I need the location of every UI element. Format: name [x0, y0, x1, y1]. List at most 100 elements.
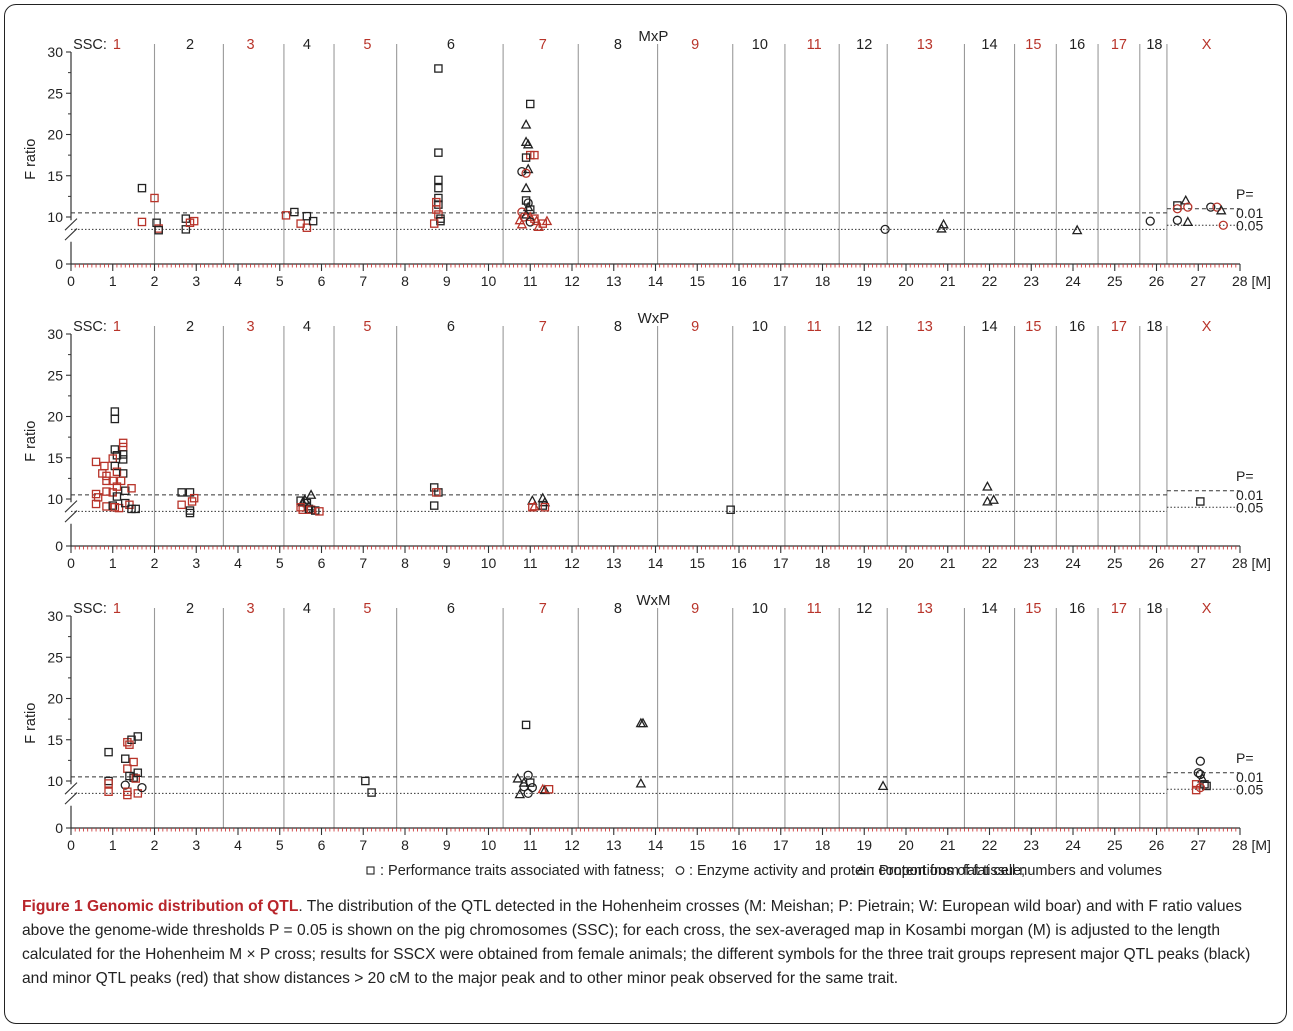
- chromosome-label: 1: [113, 37, 121, 53]
- threshold-label: 0.01: [1236, 205, 1263, 221]
- x-tick-label: 27: [1190, 273, 1206, 289]
- x-tick-label: 17: [773, 555, 789, 571]
- threshold-header: P=: [1236, 468, 1254, 484]
- qtl-point-square: [281, 211, 291, 220]
- qtl-point-square: [434, 148, 443, 157]
- qtl-point-triangle: [1215, 204, 1227, 215]
- qtl-point-circle: [523, 198, 533, 208]
- chromosome-label: 2: [186, 319, 194, 335]
- chromosome-label: X: [1202, 319, 1212, 335]
- qtl-point-square: [104, 779, 113, 788]
- chromosome-label: 2: [186, 601, 194, 617]
- x-tick-label: 16: [731, 555, 747, 571]
- qtl-point-circle: [523, 770, 533, 780]
- x-tick-label: 27: [1190, 555, 1206, 571]
- qtl-point-square: [114, 503, 124, 513]
- chromosome-label: 2: [186, 37, 194, 53]
- qtl-point-square: [102, 471, 111, 481]
- legend-triangle-icon: [856, 865, 866, 875]
- x-unit-label: 28 [M]: [1232, 555, 1271, 571]
- x-tick-label: 0: [67, 273, 75, 289]
- chromosome-label: 11: [807, 319, 822, 335]
- y-tick-label: 10: [47, 491, 63, 507]
- qtl-point-circle: [1218, 220, 1228, 230]
- x-tick-label: 18: [815, 555, 831, 571]
- qtl-point-square: [110, 407, 120, 416]
- qtl-point-square: [104, 747, 113, 757]
- x-tick-label: 9: [443, 273, 451, 289]
- qtl-point-triangle: [877, 780, 889, 790]
- qtl-point-square: [526, 778, 535, 787]
- qtl-point-circle: [1172, 204, 1183, 214]
- qtl-point-triangle: [988, 494, 999, 504]
- qtl-point-square: [118, 455, 128, 464]
- chromosome-label: 17: [1111, 319, 1127, 335]
- chromosome-label: 17: [1111, 37, 1127, 53]
- x-tick-label: 22: [982, 555, 998, 571]
- qtl-point-square: [726, 505, 735, 514]
- chromosome-label: 13: [917, 319, 933, 335]
- qtl-point-triangle: [516, 218, 528, 229]
- axis-break: [64, 782, 78, 795]
- threshold-label: 0.05: [1236, 499, 1263, 515]
- x-tick-label: 16: [731, 273, 747, 289]
- qtl-point-square: [544, 785, 554, 794]
- threshold-label: 0.01: [1236, 769, 1263, 785]
- chromosome-label: 6: [447, 37, 455, 53]
- x-tick-label: 8: [401, 273, 409, 289]
- x-tick-label: 23: [1023, 273, 1039, 289]
- qtl-point-square: [154, 225, 163, 235]
- x-tick-label: 6: [318, 555, 326, 571]
- qtl-point-square: [123, 790, 132, 800]
- x-tick-label: 1: [109, 837, 117, 853]
- qtl-point-circle: [1193, 768, 1203, 778]
- chromosome-label: 11: [807, 601, 822, 617]
- qtl-point-circle: [521, 168, 531, 178]
- qtl-point-square: [110, 414, 120, 424]
- qtl-point-square: [102, 476, 111, 486]
- x-tick-label: 13: [606, 837, 622, 853]
- qtl-point-circle: [1183, 202, 1193, 212]
- y-tick-label: 20: [47, 691, 63, 707]
- qtl-point-square: [127, 484, 136, 493]
- qtl-point-square: [189, 493, 199, 503]
- qtl-point-square: [104, 787, 113, 796]
- qtl-point-square: [432, 488, 441, 497]
- qtl-point-square: [296, 502, 305, 512]
- ssc-prefix: SSC:: [73, 601, 107, 617]
- chromosome-label: 3: [246, 319, 254, 335]
- x-tick-label: 7: [359, 555, 367, 571]
- legend-square-label: : Performance traits associated with fat…: [380, 863, 665, 879]
- panel-title: WxP: [638, 310, 670, 327]
- chromosome-label: 5: [363, 319, 371, 335]
- axis-break: [64, 510, 78, 523]
- chromosome-label: 15: [1025, 601, 1041, 617]
- qtl-point-square: [185, 506, 195, 515]
- threshold-label: 0.05: [1236, 217, 1263, 233]
- qtl-point-triangle: [541, 215, 553, 226]
- x-tick-label: 8: [401, 555, 409, 571]
- qtl-point-triangle: [982, 480, 993, 491]
- x-tick-label: 10: [481, 555, 497, 571]
- qtl-point-square: [104, 776, 113, 786]
- x-unit-label: 28 [M]: [1232, 273, 1271, 289]
- y-axis-label: F ratio: [23, 139, 39, 180]
- chromosome-label: 8: [614, 601, 622, 617]
- qtl-point-square: [528, 502, 537, 512]
- chromosome-label: 13: [917, 37, 933, 53]
- x-tick-label: 2: [151, 273, 159, 289]
- y-tick-label: 10: [47, 773, 63, 789]
- y-tick-label: 25: [47, 649, 63, 665]
- chromosome-label: 18: [1146, 37, 1162, 53]
- chromosome-label: 3: [246, 37, 254, 53]
- x-tick-label: 6: [318, 837, 326, 853]
- chromosome-label: 9: [691, 601, 699, 617]
- y-axis-label: F ratio: [23, 421, 39, 462]
- chromosome-label: 16: [1069, 601, 1085, 617]
- chromosome-label: X: [1202, 601, 1212, 617]
- qtl-point-square: [177, 488, 186, 497]
- x-unit-label: 28 [M]: [1232, 837, 1271, 853]
